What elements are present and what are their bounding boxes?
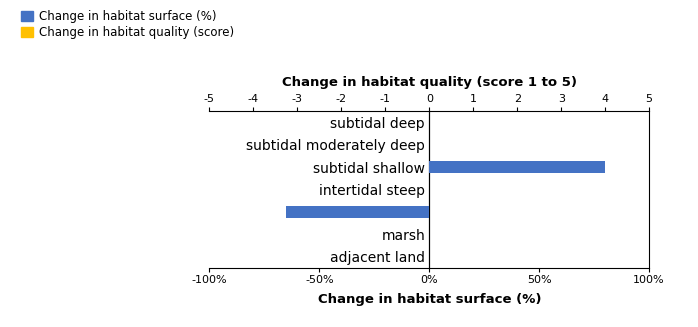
Legend: Change in habitat surface (%), Change in habitat quality (score): Change in habitat surface (%), Change in…	[20, 9, 235, 41]
Bar	[286, 206, 429, 218]
X-axis label: Change in habitat surface (%): Change in habitat surface (%)	[318, 293, 541, 306]
X-axis label: Change in habitat quality (score 1 to 5): Change in habitat quality (score 1 to 5)	[282, 76, 577, 89]
Bar	[429, 161, 605, 173]
